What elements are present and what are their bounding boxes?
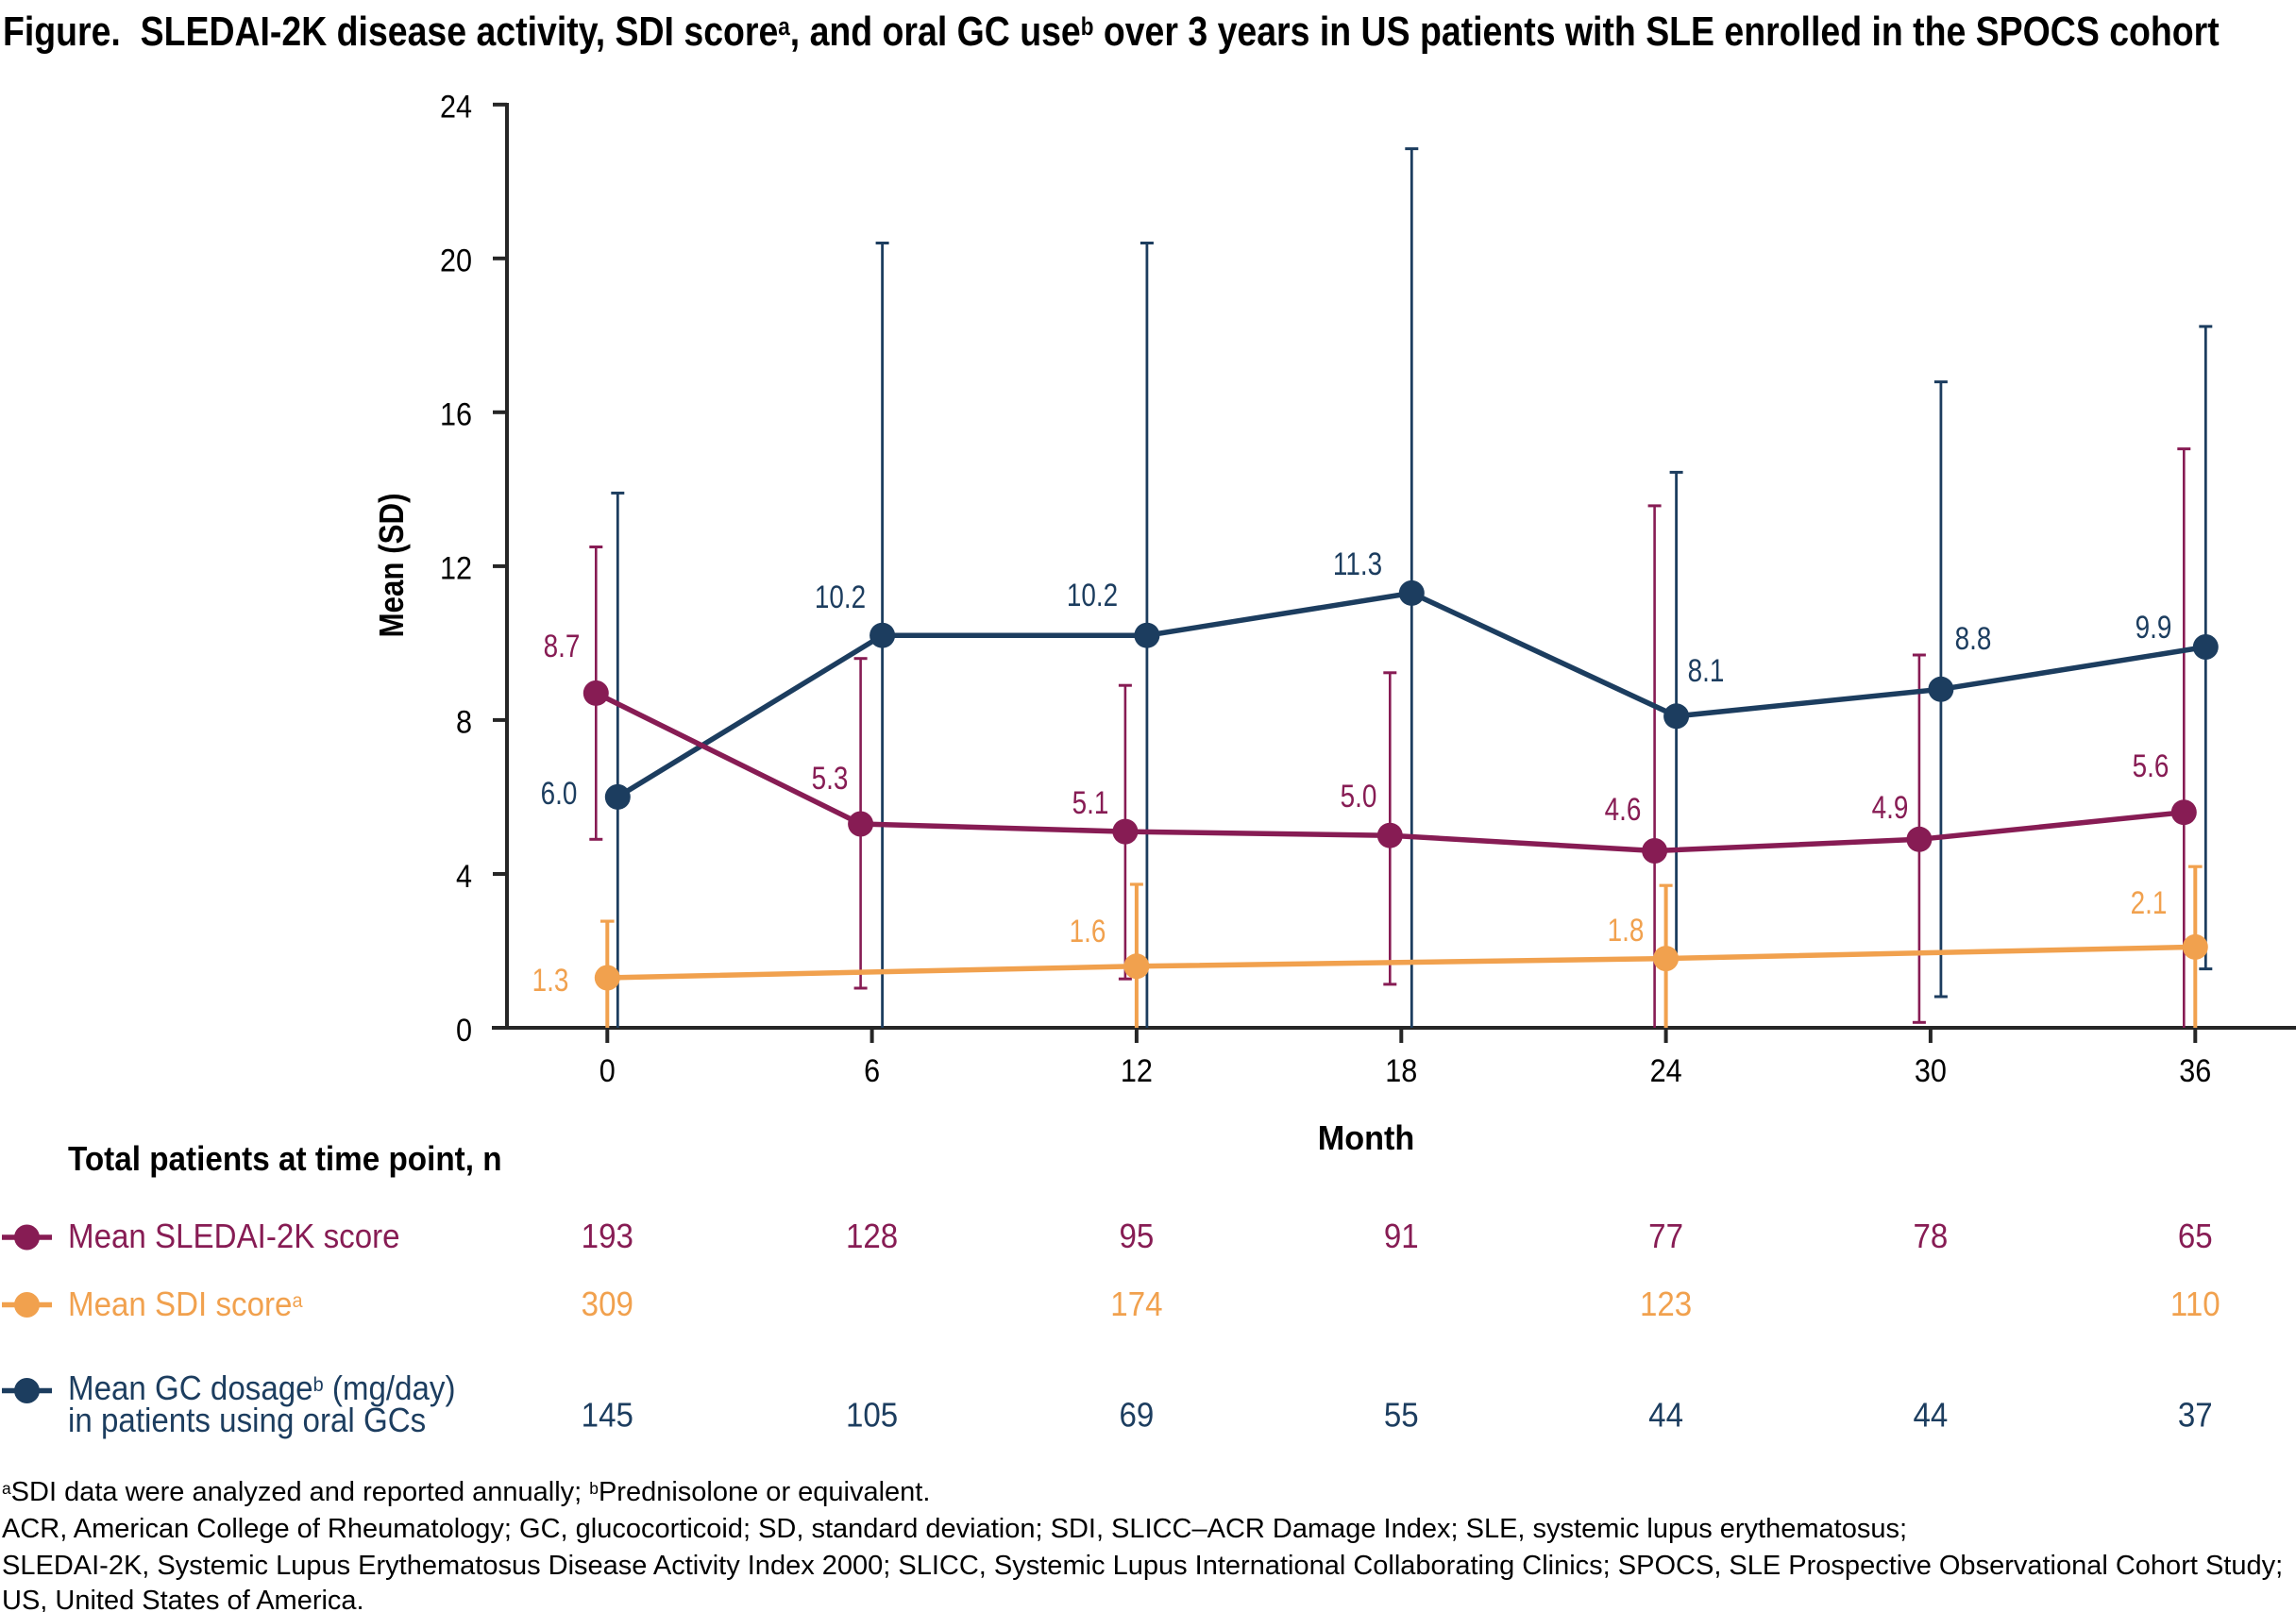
- svg-text:65: 65: [2178, 1218, 2213, 1256]
- svg-text:36: 36: [2179, 1053, 2211, 1089]
- svg-text:1.8: 1.8: [1608, 912, 1645, 948]
- svg-text:20: 20: [440, 243, 472, 278]
- svg-text:95: 95: [1119, 1218, 1154, 1256]
- svg-text:8.1: 8.1: [1688, 652, 1725, 688]
- svg-text:6.0: 6.0: [541, 775, 578, 811]
- svg-text:110: 110: [2170, 1286, 2220, 1324]
- svg-text:24: 24: [440, 89, 472, 125]
- svg-text:18: 18: [1385, 1053, 1417, 1089]
- svg-text:Mean (SD): Mean (SD): [373, 493, 412, 637]
- svg-text:30: 30: [1915, 1053, 1947, 1089]
- svg-text:5.0: 5.0: [1341, 778, 1377, 814]
- svg-text:174: 174: [1110, 1286, 1162, 1324]
- svg-text:10.2: 10.2: [1067, 577, 1118, 613]
- svg-text:69: 69: [1119, 1397, 1154, 1435]
- svg-text:8.7: 8.7: [544, 628, 581, 663]
- svg-text:4: 4: [456, 858, 472, 894]
- svg-text:8.8: 8.8: [1955, 620, 1992, 656]
- svg-text:5.6: 5.6: [2133, 747, 2169, 783]
- svg-text:44: 44: [1913, 1397, 1948, 1435]
- svg-text:10.2: 10.2: [815, 579, 866, 614]
- svg-text:77: 77: [1648, 1218, 1683, 1256]
- svg-text:6: 6: [864, 1053, 880, 1089]
- svg-text:8: 8: [456, 704, 472, 740]
- svg-text:1.6: 1.6: [1070, 913, 1106, 949]
- svg-text:9.9: 9.9: [2136, 609, 2172, 645]
- svg-text:37: 37: [2178, 1397, 2213, 1435]
- svg-text:128: 128: [846, 1218, 898, 1256]
- svg-text:145: 145: [582, 1397, 633, 1435]
- svg-text:2.1: 2.1: [2131, 884, 2168, 920]
- svg-text:4.6: 4.6: [1605, 791, 1642, 827]
- svg-text:5.3: 5.3: [812, 760, 849, 796]
- svg-text:123: 123: [1640, 1286, 1692, 1324]
- svg-text:Month: Month: [1318, 1119, 1415, 1157]
- svg-text:91: 91: [1384, 1218, 1419, 1256]
- svg-text:5.1: 5.1: [1072, 784, 1109, 820]
- svg-text:1.3: 1.3: [532, 962, 569, 998]
- svg-text:78: 78: [1913, 1218, 1948, 1256]
- svg-text:44: 44: [1648, 1397, 1683, 1435]
- svg-text:12: 12: [440, 550, 472, 586]
- svg-text:0: 0: [599, 1053, 616, 1089]
- svg-text:24: 24: [1650, 1053, 1682, 1089]
- svg-text:55: 55: [1384, 1397, 1419, 1435]
- svg-text:309: 309: [582, 1286, 633, 1324]
- svg-text:105: 105: [846, 1397, 898, 1435]
- svg-text:193: 193: [582, 1218, 633, 1256]
- svg-text:12: 12: [1121, 1053, 1153, 1089]
- svg-text:4.9: 4.9: [1872, 789, 1909, 825]
- svg-text:0: 0: [456, 1012, 472, 1048]
- svg-text:11.3: 11.3: [1333, 546, 1382, 581]
- svg-text:16: 16: [440, 396, 472, 432]
